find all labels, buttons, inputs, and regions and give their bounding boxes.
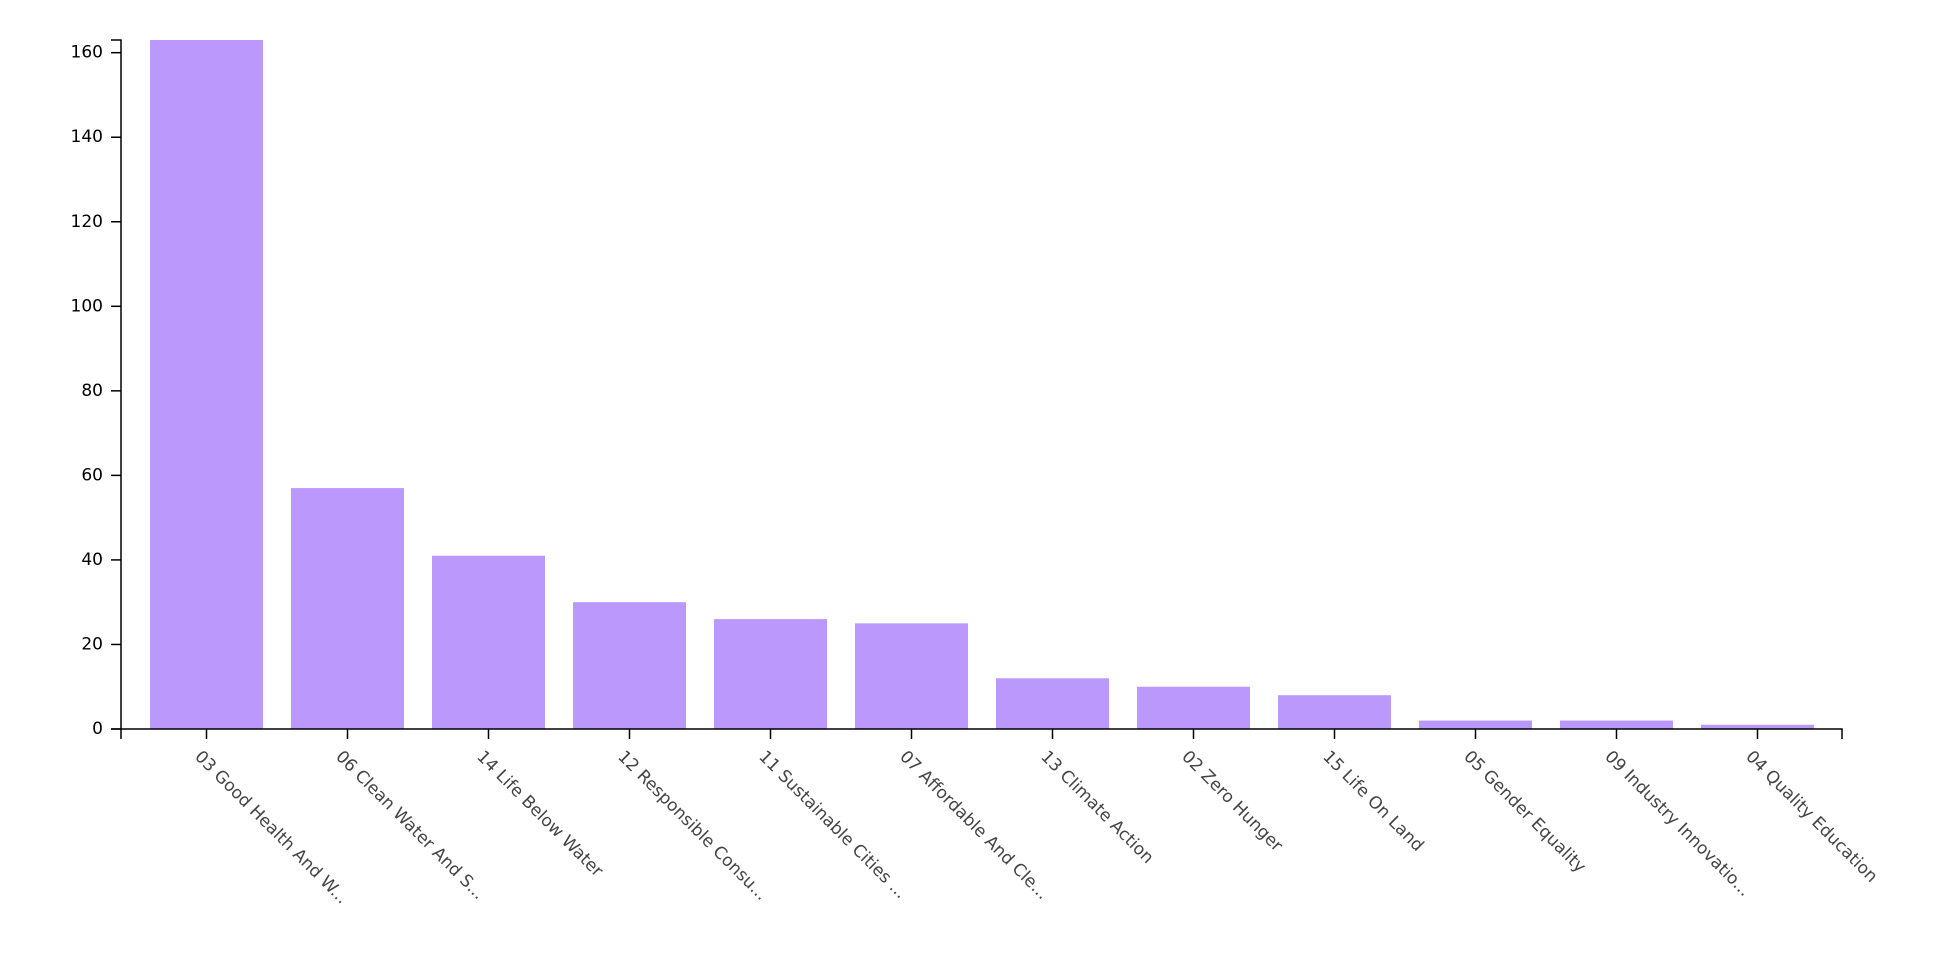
y-tick-label: 60 (81, 465, 103, 485)
bar (714, 619, 827, 729)
y-tick-label: 140 (71, 127, 103, 147)
x-tick-label: 14 Life Below Water (472, 747, 606, 881)
y-tick-label: 120 (71, 212, 103, 232)
x-tick-label: 02 Zero Hunger (1177, 747, 1286, 856)
x-tick-label: 15 Life On Land (1318, 747, 1427, 856)
y-tick-label: 160 (71, 43, 103, 63)
bar (432, 555, 545, 729)
bars-layer (150, 40, 1814, 729)
y-tick-label: 40 (81, 550, 103, 570)
y-tick-label: 80 (81, 381, 103, 401)
y-tick-label: 100 (71, 296, 103, 316)
x-tick-label: 12 Responsible Consu... (613, 747, 771, 905)
bar (996, 678, 1109, 729)
x-tick-label: 04 Quality Education (1741, 747, 1881, 887)
x-tick-label: 13 Climate Action (1036, 747, 1157, 868)
y-axis: 0 20 40 60 80 100 120 140 160 (71, 39, 122, 739)
y-tick-label: 0 (92, 719, 103, 739)
y-axis-line (111, 39, 122, 730)
bar (150, 40, 263, 729)
x-axis-line (120, 728, 1843, 739)
x-tick-label: 06 Clean Water And S... (331, 747, 488, 904)
bar (1278, 695, 1391, 729)
x-axis: 03 Good Health And W...06 Clean Water An… (120, 728, 1881, 908)
bar (1419, 720, 1532, 729)
y-tick-label: 20 (81, 634, 103, 654)
bar (855, 623, 968, 729)
bar (573, 602, 686, 729)
x-tick-label: 11 Sustainable Cities ... (754, 747, 910, 903)
x-tick-label: 09 Industry Innovatio... (1600, 747, 1754, 901)
x-tick-label: 07 Affordable And Cle... (895, 747, 1052, 904)
bar (1701, 724, 1814, 729)
x-tick-label: 05 Gender Equality (1459, 747, 1589, 877)
bar (1560, 720, 1673, 729)
x-tick-label: 03 Good Health And W... (190, 747, 351, 908)
bar (1137, 686, 1250, 729)
bar (291, 488, 404, 729)
